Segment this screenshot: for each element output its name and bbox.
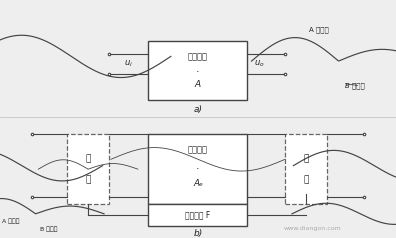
- Text: 反馈电路 Ḟ: 反馈电路 Ḟ: [185, 210, 211, 219]
- Text: 合: 合: [86, 154, 91, 163]
- Bar: [148, 41, 248, 100]
- Text: A: A: [195, 80, 201, 89]
- Text: A 半周大: A 半周大: [309, 26, 329, 33]
- Text: a): a): [194, 105, 202, 114]
- Text: B 半周小: B 半周小: [40, 226, 57, 232]
- Text: A 半周大: A 半周大: [2, 218, 19, 224]
- Bar: [67, 134, 109, 204]
- Text: ·: ·: [196, 164, 200, 174]
- Text: 成: 成: [86, 175, 91, 184]
- Text: B 半周小: B 半周小: [345, 82, 364, 89]
- Text: $u_i$: $u_i$: [124, 58, 133, 69]
- Bar: [148, 134, 248, 204]
- Text: $u_o$: $u_o$: [254, 58, 265, 69]
- Text: 取: 取: [303, 154, 308, 163]
- Text: 放大电路: 放大电路: [188, 145, 208, 154]
- Text: 样: 样: [303, 175, 308, 184]
- Text: b): b): [193, 228, 203, 238]
- Text: ·: ·: [196, 67, 200, 77]
- Bar: [285, 134, 327, 204]
- Text: 放大电路: 放大电路: [188, 52, 208, 61]
- Bar: [148, 204, 248, 226]
- Text: www.diangon.com: www.diangon.com: [284, 226, 342, 231]
- Text: Aₑ: Aₑ: [193, 179, 203, 188]
